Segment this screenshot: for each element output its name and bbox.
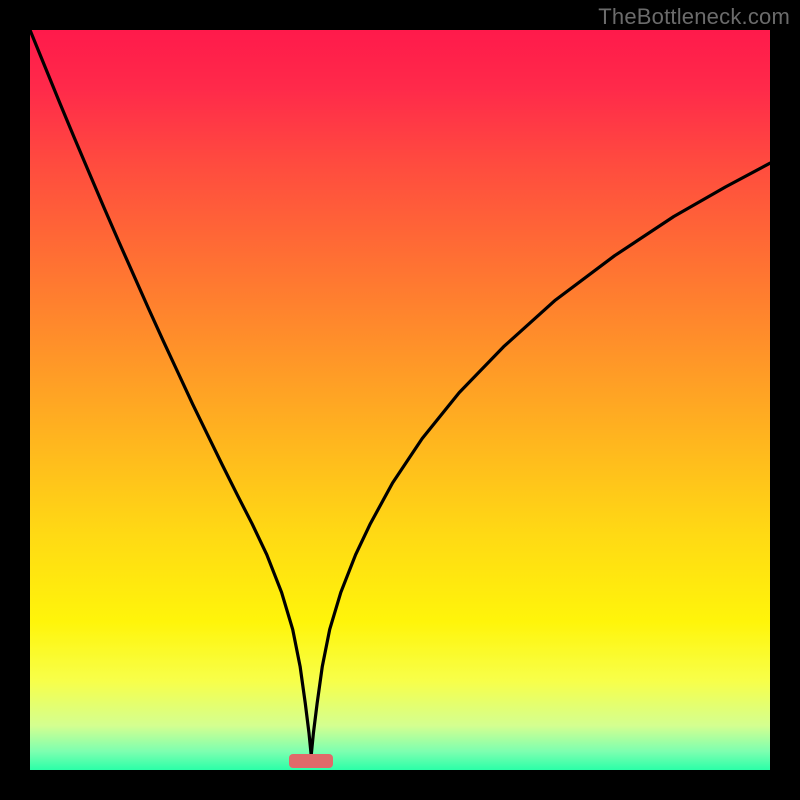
- watermark-text: TheBottleneck.com: [598, 4, 790, 30]
- chart-frame: TheBottleneck.com: [0, 0, 800, 800]
- minimum-marker: [289, 754, 333, 767]
- plot-area: [30, 30, 770, 770]
